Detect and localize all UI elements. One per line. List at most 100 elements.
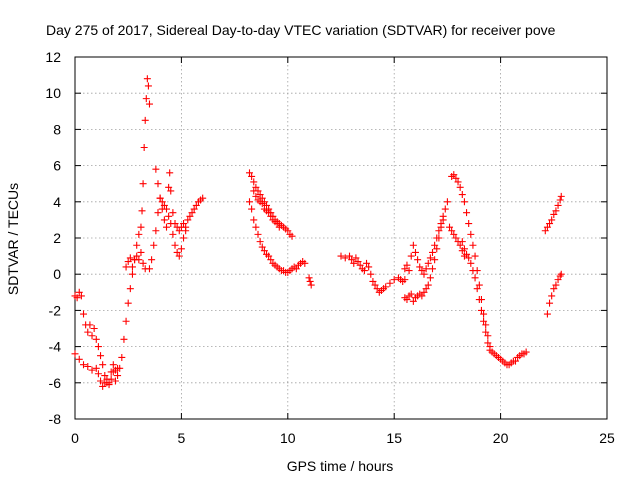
data-point: [99, 382, 107, 390]
data-series: [71, 75, 565, 390]
series-trace-4: [145, 194, 207, 273]
series-trace-6: [245, 169, 296, 240]
data-point: [409, 241, 417, 249]
data-point: [369, 277, 377, 285]
data-point: [554, 201, 562, 209]
data-point: [90, 325, 98, 332]
data-point: [471, 252, 479, 260]
data-point: [80, 310, 88, 318]
y-tick-label: 2: [53, 230, 61, 246]
data-point: [144, 82, 152, 90]
data-point: [256, 191, 264, 199]
data-point: [182, 227, 190, 235]
series-trace-17: [543, 270, 565, 318]
data-point: [422, 285, 430, 293]
data-point: [71, 350, 79, 358]
data-point: [137, 223, 145, 231]
data-point: [75, 355, 83, 363]
data-point: [511, 357, 519, 365]
y-axis-label: SDTVAR / TECUs: [5, 183, 21, 295]
data-point: [88, 332, 96, 340]
data-point: [145, 265, 153, 273]
series-trace-1: [71, 75, 153, 389]
y-tick-label: 12: [45, 49, 61, 65]
data-point: [448, 227, 456, 235]
data-point: [482, 328, 490, 336]
data-point: [475, 281, 483, 289]
x-tick-label: 20: [493, 430, 509, 446]
data-point: [548, 216, 556, 224]
data-point: [88, 366, 96, 374]
grid-lines: [75, 57, 607, 419]
data-point: [148, 256, 156, 264]
data-point: [431, 241, 439, 249]
data-point: [248, 172, 256, 180]
data-point: [114, 372, 122, 380]
data-point: [92, 364, 100, 372]
data-point: [401, 276, 409, 284]
data-point: [126, 254, 134, 262]
data-point: [469, 241, 477, 249]
data-point: [486, 346, 494, 354]
data-point: [450, 171, 458, 179]
data-point: [371, 281, 379, 289]
data-point: [154, 209, 162, 217]
data-point: [145, 100, 153, 108]
data-point: [154, 180, 162, 188]
data-point: [411, 248, 419, 256]
data-point: [114, 364, 122, 372]
data-point: [188, 209, 196, 217]
data-point: [554, 276, 562, 284]
data-point: [386, 279, 394, 287]
data-point: [420, 288, 428, 296]
data-point: [120, 335, 128, 343]
data-point: [416, 263, 424, 271]
data-point: [454, 178, 462, 186]
data-point: [180, 220, 188, 228]
data-point: [245, 169, 253, 177]
data-point: [122, 263, 130, 271]
data-point: [128, 263, 136, 271]
data-point: [382, 283, 390, 291]
data-point: [150, 241, 158, 249]
data-point: [407, 252, 415, 260]
data-point: [346, 252, 354, 260]
data-point: [256, 238, 264, 246]
data-point: [135, 230, 143, 238]
series-trace-10: [337, 252, 409, 296]
y-tick-label: 6: [53, 158, 61, 174]
data-point: [169, 230, 177, 238]
data-point: [284, 227, 292, 235]
data-point: [137, 248, 145, 256]
data-point: [337, 252, 345, 260]
data-point: [409, 297, 417, 305]
series-trace-7: [245, 198, 309, 276]
data-point: [265, 252, 273, 260]
data-point: [152, 227, 160, 235]
x-axis-label: GPS time / hours: [287, 458, 394, 474]
series-trace-2: [71, 350, 122, 390]
data-point: [133, 252, 141, 260]
data-point: [94, 370, 102, 378]
data-point: [267, 256, 275, 264]
data-point: [171, 220, 179, 228]
data-point: [363, 259, 371, 267]
data-point: [463, 250, 471, 258]
data-point: [471, 274, 479, 282]
data-point: [360, 267, 368, 275]
data-point: [292, 265, 300, 273]
data-point: [546, 220, 554, 228]
x-tick-label: 25: [599, 430, 615, 446]
data-point: [105, 379, 113, 387]
data-point: [484, 332, 492, 340]
y-tick-label: 10: [45, 85, 61, 101]
data-point: [429, 248, 437, 256]
data-point: [166, 169, 174, 177]
data-point: [556, 196, 564, 204]
y-tick-labels: -8 -6 -4 -2 0 2 4 6 8 10 12: [45, 49, 61, 427]
data-point: [307, 281, 315, 289]
data-point: [473, 285, 481, 293]
data-point: [180, 234, 188, 242]
data-point: [424, 281, 432, 289]
